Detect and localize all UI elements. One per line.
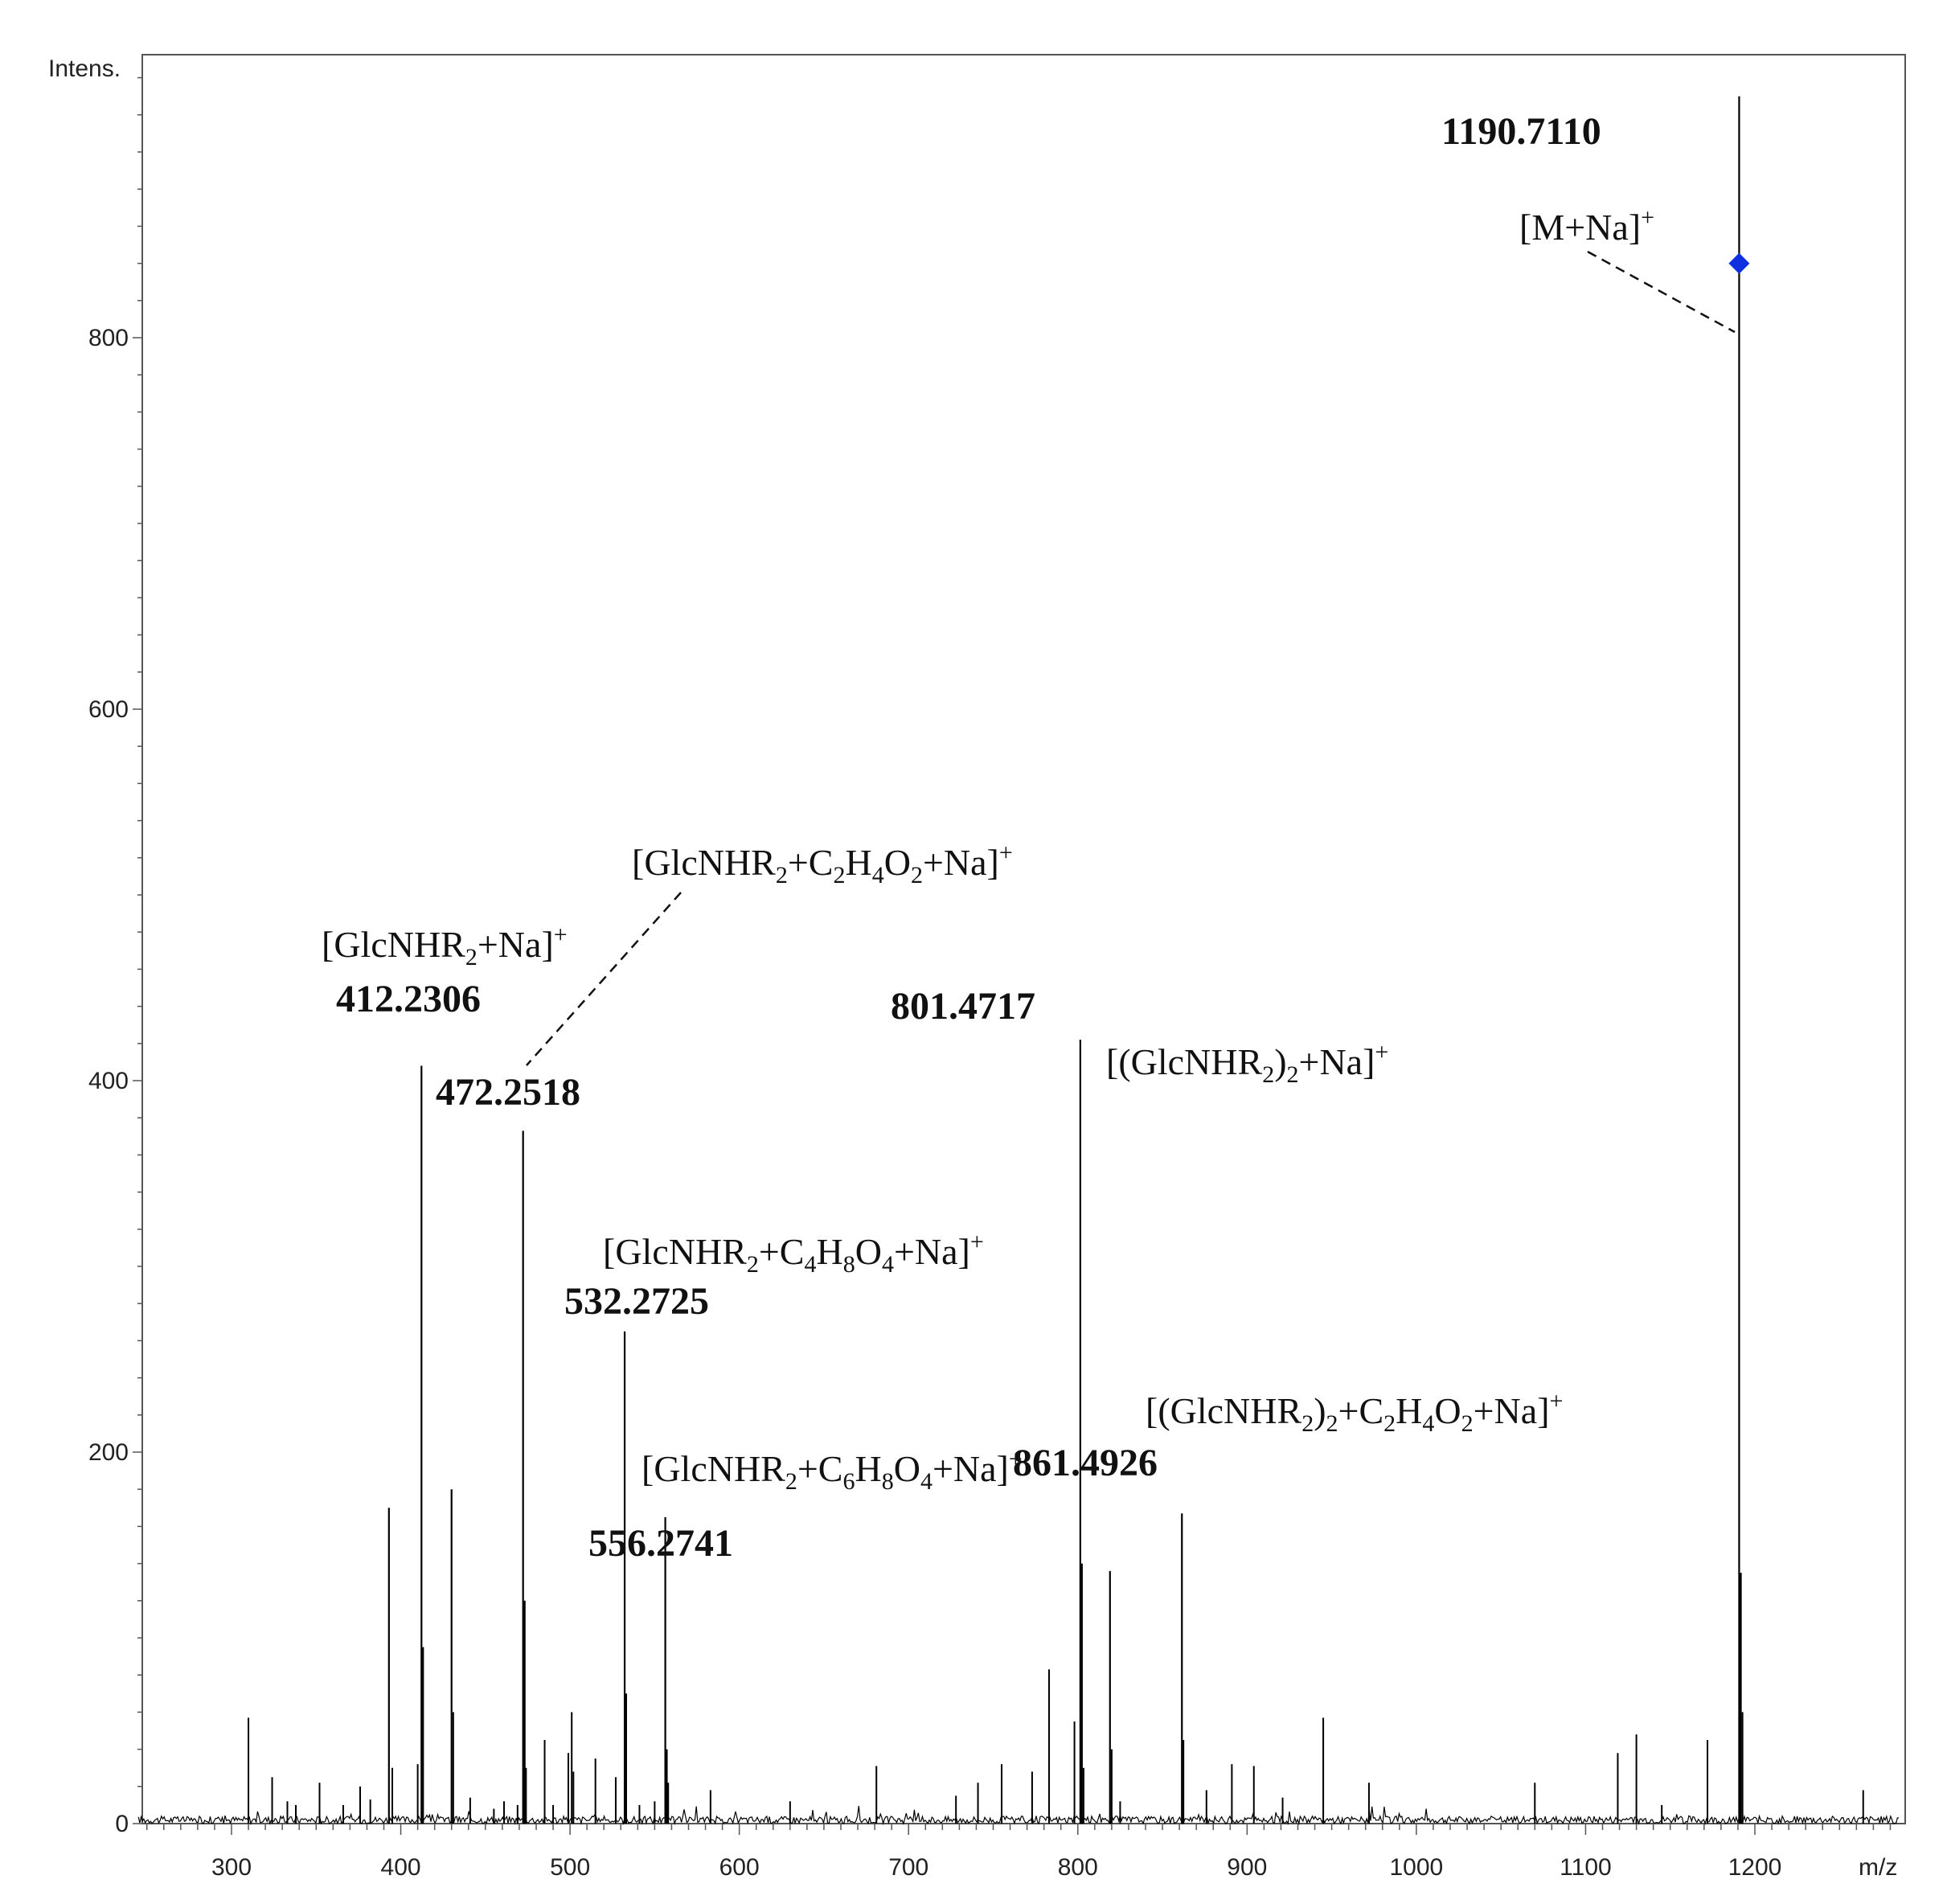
peak-label: 1190.7110 [1441,110,1601,153]
x-tick-label: 900 [1227,1854,1267,1881]
y-tick-label: 200 [88,1439,129,1466]
plot-frame [141,54,1906,1824]
ion-annotation: [(GlcNHR2)2+C2H4O2+Na]+ [1146,1388,1563,1437]
y-tick-label: 800 [88,325,129,351]
peak-label: 532.2725 [564,1280,709,1323]
y-tick-label: 400 [88,1068,129,1094]
x-axis: 300 400 500 600 700 800 900 1000 1100 1200 [146,1824,1892,1881]
x-tick-label: 1100 [1560,1854,1612,1881]
peak-label: 412.2306 [336,978,481,1020]
y-tick-label: 0 [115,1811,129,1837]
peak-label: 472.2518 [436,1071,580,1114]
ion-annotation: [GlcNHR2+C6H8O4+Na]+ [641,1446,1023,1495]
peak-labels: 412.2306 472.2518 532.2725 556.2741 801.4717… [336,110,1601,1565]
ion-annotation: [(GlcNHR2)2+Na]+ [1106,1039,1388,1088]
peak-label: 861.4926 [1013,1442,1158,1484]
leader-line [526,892,682,1066]
leader-line [1587,250,1736,334]
x-tick-label: 500 [550,1854,590,1881]
y-axis-label: Intens. [48,55,121,82]
x-tick-label: 300 [211,1854,252,1881]
peak-label: 556.2741 [588,1522,733,1565]
x-tick-label: 1000 [1390,1854,1444,1881]
x-tick-label: 800 [1058,1854,1098,1881]
precursor-marker [1728,252,1750,274]
y-axis: 0 200 400 600 800 [88,76,142,1837]
annotation-leaders [526,250,1736,1066]
ion-annotations: [GlcNHR2+Na]+ [GlcNHR2+C2H4O2+Na]+ [GlcNHR… [322,204,1654,1495]
y-tick-label: 600 [88,696,129,723]
x-axis-label: m/z [1859,1854,1897,1881]
x-tick-label: 1200 [1728,1854,1782,1881]
x-tick-label: 600 [719,1854,760,1881]
ion-annotation: [GlcNHR2+C2H4O2+Na]+ [632,839,1013,888]
x-tick-label: 700 [888,1854,928,1881]
ion-annotation: [GlcNHR2+Na]+ [322,921,568,970]
x-tick-label: 400 [381,1854,421,1881]
precursor-diamond [1728,252,1750,274]
peak-label: 801.4717 [891,985,1035,1028]
baseline-noise [137,1805,1900,1826]
ion-annotation: [M+Na]+ [1519,204,1654,248]
noise-trace [137,1805,1900,1826]
ion-annotation: [GlcNHR2+C4H8O4+Na]+ [603,1229,984,1278]
spectrum-peaks [248,96,1864,1824]
